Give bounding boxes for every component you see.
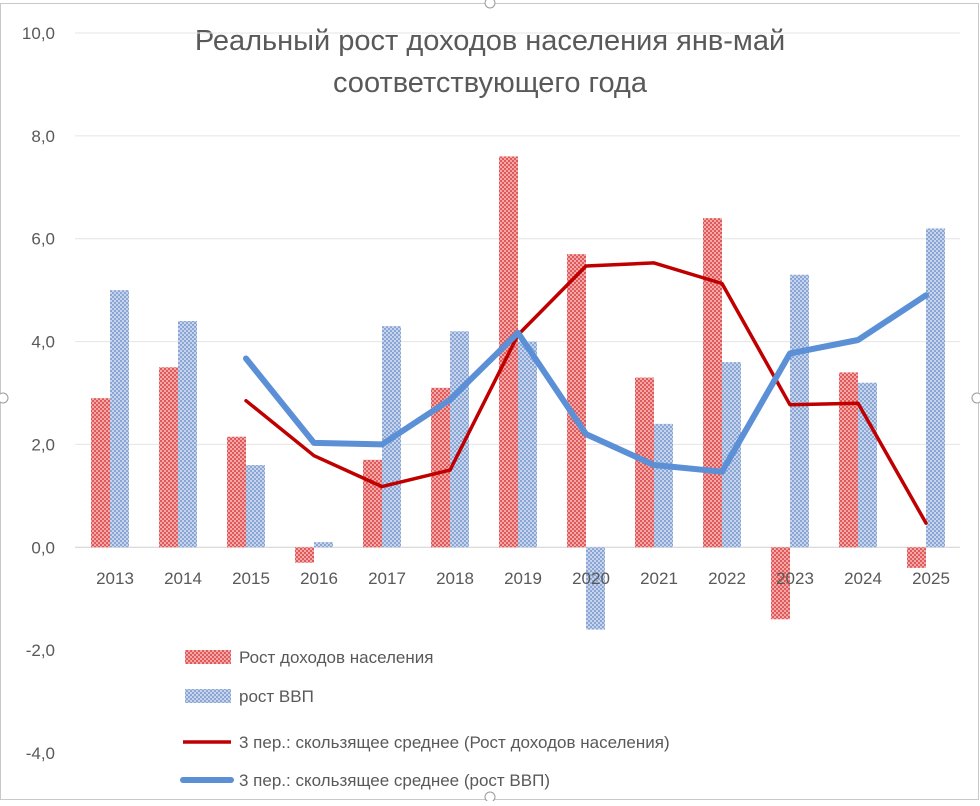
x-tick-label: 2016 bbox=[300, 569, 338, 588]
y-tick-label: -2,0 bbox=[26, 641, 55, 660]
x-tick-label: 2013 bbox=[96, 569, 134, 588]
income-bar bbox=[771, 547, 790, 620]
legend: Рост доходов населения рост ВВП 3 пер.: … bbox=[180, 648, 670, 790]
legend-swatch-gdp bbox=[185, 689, 231, 703]
income-bar bbox=[703, 218, 722, 548]
bars bbox=[91, 156, 945, 630]
legend-item-income-ma: 3 пер.: скользящее среднее (Рост доходов… bbox=[183, 733, 670, 752]
x-tick-label: 2015 bbox=[232, 569, 270, 588]
income-bar bbox=[295, 547, 314, 563]
gdp-bar bbox=[110, 290, 129, 548]
x-tick-label: 2024 bbox=[844, 569, 882, 588]
income-bar bbox=[907, 547, 926, 568]
x-tick-label: 2018 bbox=[436, 569, 474, 588]
income-bar bbox=[567, 254, 586, 548]
gdp-bar bbox=[654, 423, 673, 548]
x-tick-label: 2021 bbox=[640, 569, 678, 588]
gdp-bar bbox=[246, 465, 265, 548]
x-tick-label: 2017 bbox=[368, 569, 406, 588]
chart-title-line-1: Реальный рост доходов населения янв-май bbox=[195, 25, 785, 57]
gdp-bar bbox=[314, 542, 333, 548]
x-tick-label: 2020 bbox=[572, 569, 610, 588]
gdp-bar bbox=[518, 341, 537, 548]
legend-label-income: Рост доходов населения bbox=[239, 648, 433, 667]
y-tick-label: 4,0 bbox=[31, 333, 55, 352]
legend-label-gdp: рост ВВП bbox=[239, 687, 314, 706]
income-bar bbox=[91, 398, 110, 548]
y-axis-ticks: 10,0 8,0 6,0 4,0 2,0 0,0 -2,0 -4,0 bbox=[22, 24, 55, 763]
gdp-bar bbox=[178, 321, 197, 548]
x-axis-ticks: 2013 2014 2015 2016 2017 2018 2019 2020 2021 2022… bbox=[96, 569, 950, 588]
x-tick-label: 2022 bbox=[708, 569, 746, 588]
gdp-bar bbox=[926, 228, 945, 548]
income-bar bbox=[227, 436, 246, 548]
income-bar bbox=[363, 459, 382, 548]
x-tick-label: 2014 bbox=[164, 569, 202, 588]
x-tick-label: 2019 bbox=[504, 569, 542, 588]
resize-handle-bottom[interactable] bbox=[484, 791, 496, 803]
legend-swatch-income bbox=[185, 650, 231, 664]
income-moving-average-line bbox=[244, 261, 928, 525]
y-tick-label: 0,0 bbox=[31, 538, 55, 557]
moving-average-lines bbox=[243, 261, 929, 525]
legend-item-gdp-ma: 3 пер.: скользящее среднее (рост ВВП) bbox=[180, 771, 550, 790]
x-tick-label: 2025 bbox=[912, 569, 950, 588]
chart-border bbox=[0, 3, 979, 800]
gdp-bar bbox=[586, 547, 605, 630]
income-bar bbox=[839, 372, 858, 548]
resize-handle-top[interactable] bbox=[484, 0, 496, 9]
y-tick-label: 2,0 bbox=[31, 435, 55, 454]
resize-handle-right[interactable] bbox=[971, 392, 980, 404]
y-tick-label: -4,0 bbox=[26, 744, 55, 763]
resize-handle-left[interactable] bbox=[0, 392, 9, 404]
y-tick-label: 8,0 bbox=[31, 127, 55, 146]
gdp-moving-average-line bbox=[243, 292, 929, 475]
legend-item-gdp: рост ВВП bbox=[185, 687, 314, 706]
legend-label-gdp-ma: 3 пер.: скользящее среднее (рост ВВП) bbox=[239, 771, 550, 790]
legend-item-income: Рост доходов населения bbox=[185, 648, 433, 667]
x-tick-label: 2023 bbox=[776, 569, 814, 588]
gdp-bar bbox=[858, 382, 877, 548]
y-tick-label: 10,0 bbox=[22, 24, 55, 43]
gdp-bar bbox=[790, 274, 809, 548]
income-bar bbox=[159, 367, 178, 548]
chart-title-line-2: соответствующего года bbox=[333, 67, 648, 99]
legend-label-income-ma: 3 пер.: скользящее среднее (Рост доходов… bbox=[239, 733, 670, 752]
y-tick-label: 6,0 bbox=[31, 230, 55, 249]
income-bar bbox=[431, 387, 450, 548]
